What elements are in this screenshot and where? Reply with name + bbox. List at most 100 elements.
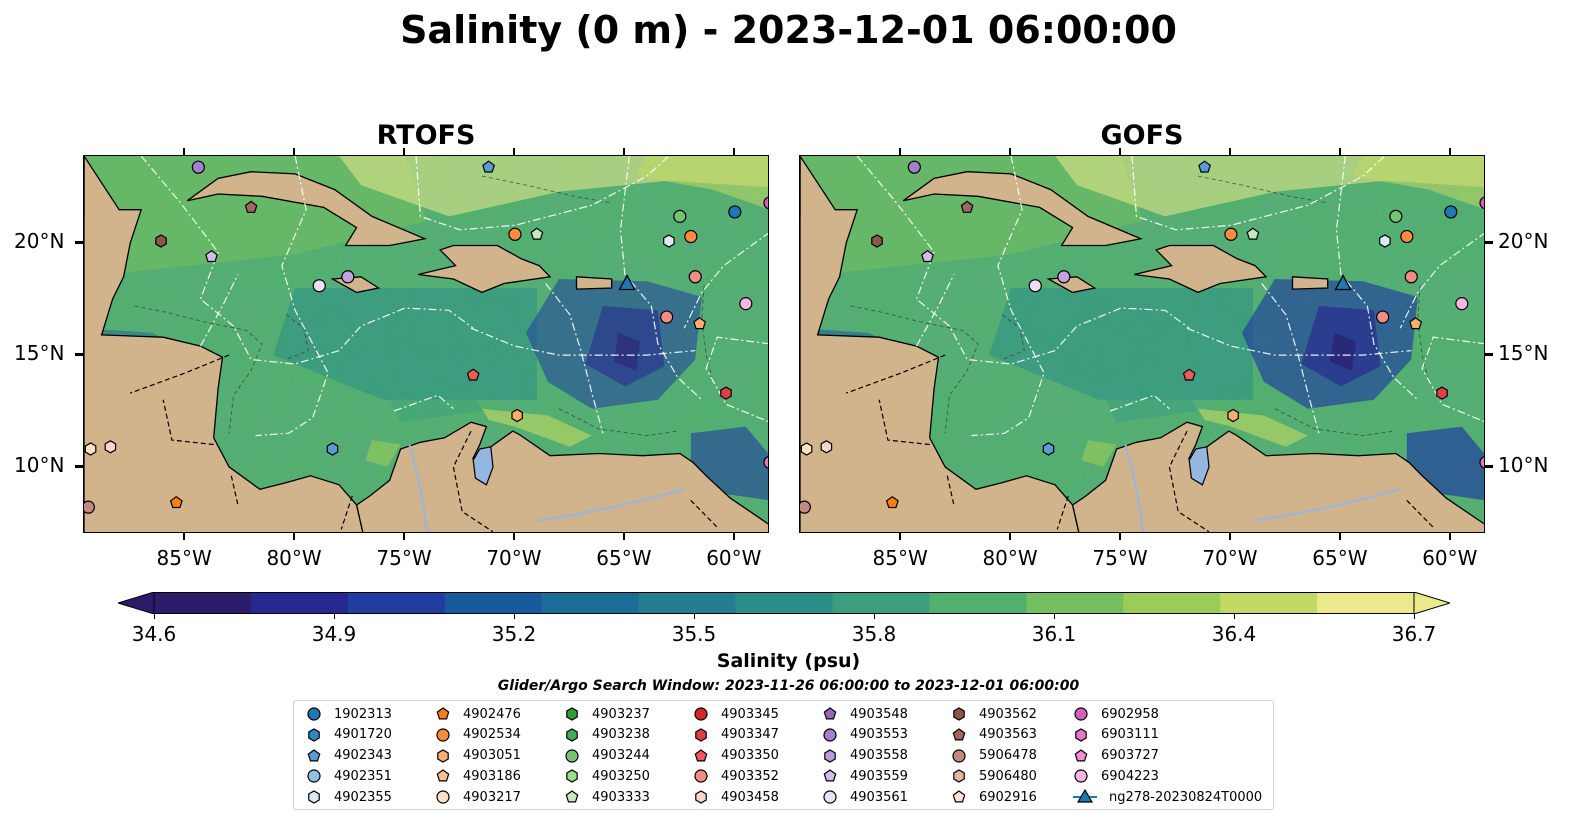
legend-marker [437, 748, 449, 763]
legend-marker-shape [823, 728, 837, 742]
colorbar-segment [347, 592, 446, 614]
national-borders [129, 354, 718, 532]
legend-marker [436, 728, 450, 742]
legend-label: 4903244 [592, 748, 650, 764]
argo-float-marker [508, 227, 522, 241]
legend-label: 4903562 [979, 706, 1037, 722]
legend-entry: 4901720 [306, 727, 392, 743]
y-tick-mark [1485, 353, 1493, 357]
argo-float-marker [1198, 160, 1212, 173]
colorbar-tick-label: 36.1 [1031, 622, 1077, 646]
legend-marker-shape [823, 707, 837, 720]
legend-marker-shape [953, 769, 965, 784]
legend-label: 4903238 [592, 727, 650, 743]
bathymetry-contours [850, 175, 1430, 437]
legend-marker-shape [952, 748, 966, 763]
colorbar-segment [444, 592, 543, 614]
legend-marker [953, 707, 965, 721]
argo-float-marker [1455, 297, 1469, 311]
x-tick-mark [899, 148, 902, 155]
lake-maracaibo [1188, 446, 1210, 486]
legend-marker [695, 728, 707, 742]
x-tick-label: 65°W [596, 546, 652, 570]
colorbar-segment [1220, 592, 1318, 614]
argo-float-marker [693, 317, 707, 330]
y-tick-label: 15°N [14, 341, 65, 366]
x-tick-mark [732, 533, 735, 540]
colorbar-segment [1123, 592, 1221, 614]
legend-marker [824, 748, 836, 763]
argo-float-marker [1182, 368, 1196, 381]
argo-float-marker [466, 368, 480, 381]
y-tick-mark [75, 464, 83, 468]
legend-marker-shape [694, 707, 708, 721]
x-tick-mark [403, 148, 405, 155]
x-tick-mark [622, 533, 625, 540]
legend-entry: 6902958 [1073, 706, 1159, 722]
legend-marker [952, 790, 966, 803]
legend-label: 4903561 [850, 789, 908, 805]
legend-marker [565, 790, 579, 803]
legend-label: 4903333 [592, 789, 650, 805]
legend-entry: 6903727 [1073, 748, 1159, 764]
legend-entry: 6903111 [1073, 727, 1159, 743]
legend-marker [566, 728, 578, 742]
legend-marker [1073, 789, 1097, 803]
float-legend: 1902313 4901720 4902343 4902351 4902355 49024… [293, 700, 1274, 810]
argo-float-marker [191, 160, 205, 174]
landmass [800, 156, 1484, 532]
legend-label: 4903347 [721, 727, 779, 743]
legend-entry: 4902351 [306, 768, 392, 784]
argo-float-marker [885, 495, 899, 509]
argo-float-marker [820, 440, 833, 454]
lake-maracaibo [472, 446, 494, 486]
legend-entry: 4903558 [822, 748, 908, 764]
legend-marker [436, 707, 450, 720]
x-tick-label: 75°W [1092, 546, 1148, 570]
y-tick-label: 20°N [14, 229, 65, 254]
x-tick-label: 70°W [1202, 546, 1258, 570]
legend-marker [436, 790, 450, 804]
argo-float-marker [739, 297, 753, 311]
legend-marker [823, 707, 837, 720]
eez-boundaries [140, 156, 768, 437]
legend-marker-shape [308, 790, 320, 804]
argo-float-marker [84, 442, 97, 456]
bathymetry-contours [134, 175, 714, 437]
legend-entry: 1902313 [306, 706, 392, 722]
x-tick-label: 85°W [156, 546, 212, 570]
legend-entry: 4902476 [435, 706, 521, 722]
argo-float-marker [1379, 234, 1391, 248]
colorbar-segment [735, 592, 833, 614]
argo-float-marker [511, 408, 523, 423]
legend-marker-shape [952, 728, 966, 741]
legend-marker-shape [823, 790, 837, 804]
y-tick-label: 15°N [1498, 341, 1549, 366]
legend-label: 4902351 [334, 768, 392, 784]
x-tick-mark [183, 533, 186, 540]
legend-marker-shape [307, 748, 321, 762]
colorbar-tick-label: 36.7 [1391, 622, 1437, 646]
legend-marker-shape [437, 748, 449, 763]
legend-marker-shape [565, 748, 579, 763]
argo-float-marker [104, 440, 117, 454]
x-tick-mark [1119, 148, 1121, 155]
legend-marker [695, 790, 707, 804]
legend-entry: 4903237 [564, 706, 650, 722]
legend-label: 4903553 [850, 727, 908, 743]
argo-float-marker [326, 442, 339, 456]
legend-label: 5906480 [979, 768, 1037, 784]
legend-entry: 4903350 [693, 748, 779, 764]
legend-marker [1074, 769, 1088, 783]
argo-float-marker [1400, 229, 1414, 244]
legend-entry: 4903244 [564, 748, 650, 764]
y-tick-mark [1485, 464, 1493, 468]
argo-float-marker [1057, 270, 1071, 284]
legend-marker-shape [695, 790, 707, 804]
legend-label: 4903051 [463, 748, 521, 764]
legend-entry: 5906478 [951, 748, 1037, 764]
colorbar-tick-label: 35.2 [491, 622, 537, 646]
x-tick-mark [1448, 148, 1451, 155]
legend-marker-shape [566, 707, 578, 721]
argo-float-marker [1376, 310, 1390, 324]
